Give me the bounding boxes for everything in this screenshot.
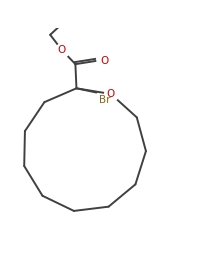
Text: O: O: [58, 45, 66, 55]
Text: O: O: [107, 89, 115, 99]
Text: Br: Br: [98, 95, 110, 105]
Text: O: O: [100, 56, 108, 66]
